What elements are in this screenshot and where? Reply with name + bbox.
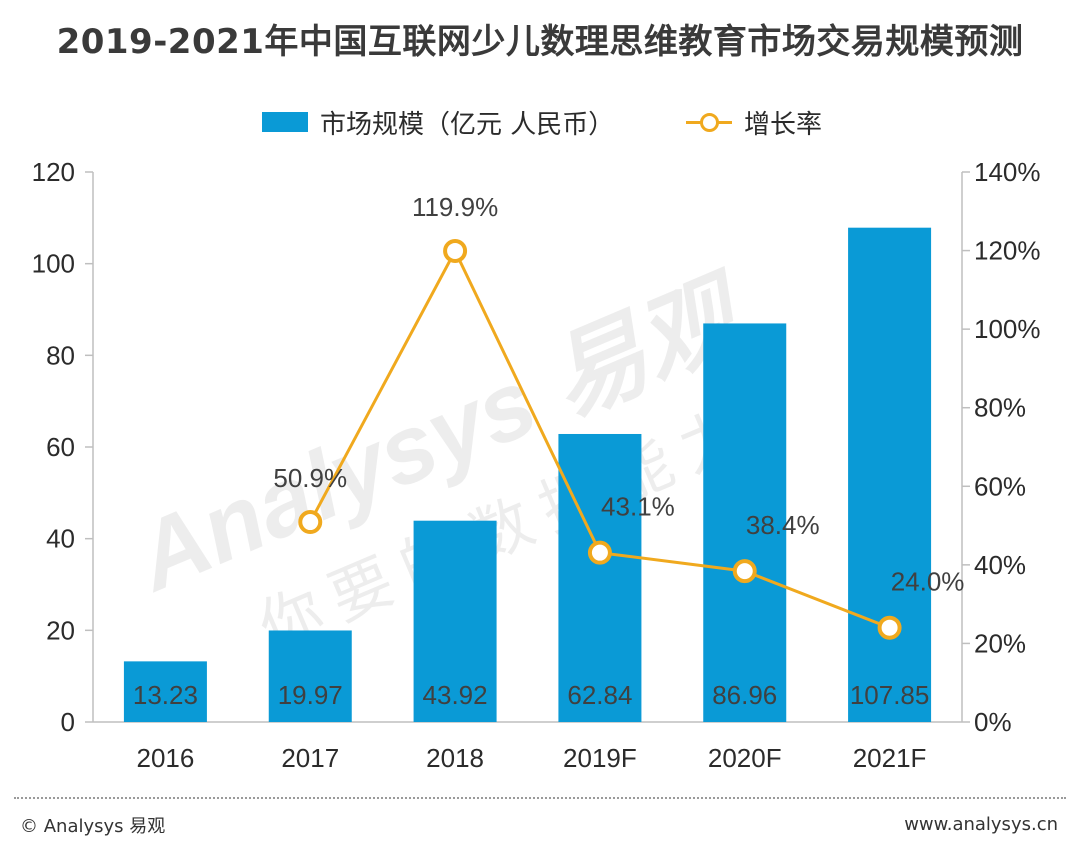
bar-value-labels: 13.23 19.97 43.92 62.84 86.96 107.85 (133, 680, 929, 710)
bar (268, 630, 352, 722)
bar-value-label: 19.97 (278, 680, 343, 710)
legend-item-growth-rate: 增长率 (686, 100, 822, 144)
right-tick-label: 0% (974, 707, 1012, 737)
x-tick-label: 2018 (426, 743, 484, 773)
right-tick-label: 40% (974, 550, 1026, 580)
bar-value-label: 13.23 (133, 680, 198, 710)
growth-point (587, 540, 612, 565)
legend-line-label: 增长率 (744, 109, 823, 140)
legend-bar-label: 市场规模（亿元 人民币） (320, 109, 615, 140)
left-tick-label: 40 (46, 524, 75, 554)
footer-divider (14, 797, 1066, 799)
growth-point (877, 615, 902, 640)
growth-value-labels: 50.9% 119.9% 43.1% 38.4% 24.0% (273, 192, 964, 597)
left-tick-label: 20 (46, 615, 75, 645)
bar-series (123, 227, 932, 722)
x-tick-label: 2020F (708, 743, 782, 773)
growth-point (443, 238, 468, 263)
left-tick-label: 120 (32, 157, 75, 187)
right-tick-label: 60% (974, 471, 1026, 501)
growth-value-label: 24.0% (891, 567, 965, 597)
right-tick-label: 100% (974, 314, 1041, 344)
x-tick-label: 2021F (853, 743, 927, 773)
axis-tick-labels: 0 20 40 60 80 100 120 0% 20% 40% 60% 80% 100% 120% 140… (32, 157, 1041, 773)
legend-item-market-size: 市场规模（亿元 人民币） (262, 100, 614, 144)
x-tick-label: 2016 (136, 743, 194, 773)
growth-value-label: 43.1% (601, 492, 675, 522)
right-tick-label: 80% (974, 393, 1026, 423)
left-tick-label: 80 (46, 340, 75, 370)
bar (703, 323, 787, 722)
growth-point (732, 559, 757, 584)
right-tick-label: 140% (974, 157, 1041, 187)
x-tick-label: 2017 (281, 743, 339, 773)
bar (413, 520, 497, 722)
bar (848, 227, 932, 722)
chart-axes (85, 171, 970, 723)
legend-bar-swatch (262, 112, 308, 132)
growth-value-label: 119.9% (412, 192, 498, 222)
growth-value-label: 38.4% (746, 510, 820, 540)
growth-point (298, 510, 323, 535)
bar-value-label: 86.96 (712, 680, 777, 710)
chart-legend: 市场规模（亿元 人民币） 增长率 (0, 100, 1080, 144)
bar-value-label: 107.85 (850, 680, 930, 710)
bar-value-label: 62.84 (567, 680, 632, 710)
left-tick-label: 0 (61, 707, 75, 737)
left-tick-label: 60 (46, 432, 75, 462)
growth-value-label: 50.9% (273, 463, 347, 493)
legend-line-swatch (686, 112, 732, 132)
growth-line-series (298, 238, 902, 640)
page-title: 2019-2021年中国互联网少儿数理思维教育市场交易规模预测 (56, 22, 1024, 62)
right-tick-label: 20% (974, 628, 1026, 658)
footer-copyright: © Analysys 易观 (20, 816, 166, 837)
footer-url: www.analysys.cn (904, 814, 1058, 835)
bar (558, 433, 642, 722)
right-tick-label: 120% (974, 236, 1041, 266)
left-tick-label: 100 (32, 249, 75, 279)
bar (123, 661, 207, 722)
bar-value-label: 43.92 (423, 680, 488, 710)
x-tick-label: 2019F (563, 743, 637, 773)
